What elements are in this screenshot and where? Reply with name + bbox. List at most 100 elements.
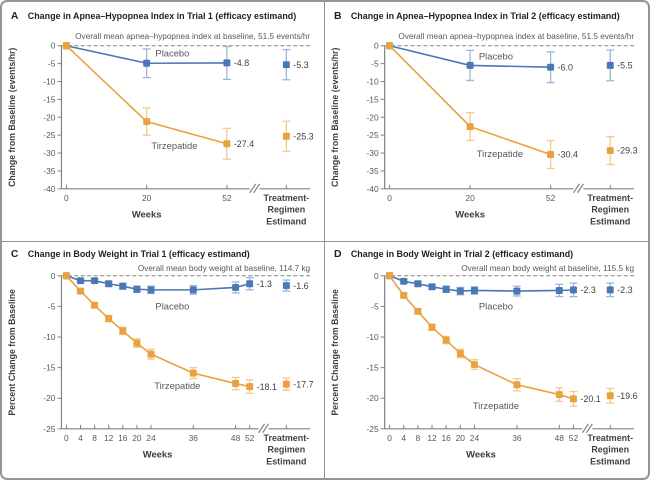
y-tick-label: -10 xyxy=(43,76,55,86)
data-point-marker xyxy=(143,118,151,126)
estimand-marker xyxy=(606,391,614,399)
data-point-marker xyxy=(189,285,197,293)
data-point-marker xyxy=(143,59,151,67)
y-tick-label: -10 xyxy=(366,332,379,342)
data-point-marker xyxy=(470,360,478,368)
series-placebo: -2.3 -2.3 Placebo xyxy=(386,271,633,312)
estimand-marker xyxy=(282,380,290,388)
data-point-marker xyxy=(547,63,555,71)
series-line xyxy=(65,274,250,387)
estimand-axis-label: Treatment- xyxy=(264,193,310,203)
panel-letter: D xyxy=(334,248,342,259)
baseline-note: Overall mean apnea–hypopnea index at bas… xyxy=(398,32,634,41)
series-label: Placebo xyxy=(479,52,513,63)
value-label: -20.1 xyxy=(580,394,600,404)
panel-letter: A xyxy=(11,11,19,22)
data-point-marker xyxy=(466,123,474,131)
panel-d: D Change in Body Weight in Trial 2 (effi… xyxy=(325,242,648,478)
estimand-axis-label: Treatment- xyxy=(587,432,633,442)
value-label: -1.3 xyxy=(257,278,272,288)
y-tick-label: -25 xyxy=(43,423,55,433)
data-point-marker xyxy=(91,276,99,284)
y-tick-label: -5 xyxy=(48,59,56,69)
x-tick-label: 12 xyxy=(104,432,114,442)
x-axis-label: Weeks xyxy=(466,449,496,460)
y-axis-label: Percent Change from Baseline xyxy=(7,288,17,415)
panel-title: Change in Apnea–Hypopnea Index in Trial … xyxy=(28,11,296,21)
estimand-axis-label: Regimen xyxy=(268,205,306,215)
panel-d-chart: D Change in Body Weight in Trial 2 (effi… xyxy=(330,248,638,466)
x-tick-label: 0 xyxy=(387,432,392,442)
axis-break-mark xyxy=(572,183,580,194)
data-point-marker xyxy=(513,287,521,295)
x-tick-label: 4 xyxy=(401,432,406,442)
estimand-axis-label: Treatment- xyxy=(264,432,310,442)
axis-break-mark xyxy=(258,423,266,433)
data-point-marker xyxy=(77,276,84,284)
panel-letter: C xyxy=(11,248,19,259)
value-label: -6.0 xyxy=(558,62,573,72)
estimand-marker xyxy=(606,61,614,69)
data-point-marker xyxy=(105,279,113,287)
series-label: Placebo xyxy=(479,301,513,312)
data-point-marker xyxy=(400,277,408,285)
y-tick-label: -25 xyxy=(366,423,379,433)
data-point-marker xyxy=(466,61,474,69)
panel-a: A Change in Apnea–Hypopnea Index in Tria… xyxy=(2,2,325,242)
y-tick-label: -5 xyxy=(371,59,379,69)
series-line xyxy=(388,274,574,400)
value-label: -18.1 xyxy=(257,381,277,391)
data-point-marker xyxy=(442,285,450,293)
x-tick-label: 16 xyxy=(441,432,451,442)
estimand-axis-label: Regimen xyxy=(591,205,629,215)
data-point-marker xyxy=(246,279,254,287)
plot-layer: 0 -5 -10 -15 -20 -25 -30 -35 -40 0 20 52 Treatment- R… xyxy=(43,41,313,227)
x-tick-label: 36 xyxy=(189,432,199,442)
panel-title: Change in Apnea–Hypopnea Index in Trial … xyxy=(351,11,620,21)
baseline-note: Overall mean body weight at baseline, 11… xyxy=(138,263,311,272)
data-point-marker xyxy=(232,283,240,291)
y-axis-label: Percent Change from Baseline xyxy=(330,288,340,415)
series-line xyxy=(66,274,250,291)
data-point-marker xyxy=(147,285,155,293)
x-tick-label: 24 xyxy=(146,432,156,442)
data-point-marker xyxy=(456,287,464,295)
y-tick-label: -40 xyxy=(43,184,55,194)
series-placebo: -4.8 -5.3 Placebo xyxy=(62,42,309,81)
data-point-marker xyxy=(223,140,231,148)
baseline-note: Overall mean body weight at baseline, 11… xyxy=(461,263,634,272)
value-label: -4.8 xyxy=(234,58,249,68)
y-tick-label: -15 xyxy=(366,362,379,372)
estimand-axis-label: Estimand xyxy=(590,456,630,466)
x-tick-label: 0 xyxy=(387,193,392,203)
data-point-marker xyxy=(414,279,422,287)
series-tirzepatide: -20.1 -19.6 Tirzepatide xyxy=(386,271,638,411)
data-point-marker xyxy=(77,287,84,295)
y-tick-label: -40 xyxy=(366,184,379,194)
axis-break-mark xyxy=(581,423,589,433)
series-line xyxy=(389,274,574,292)
panel-c-chart: C Change in Body Weight in Trial 1 (effi… xyxy=(7,248,314,466)
series-tirzepatide: -30.4 -29.3 Tirzepatide xyxy=(386,42,638,170)
x-tick-label: 20 xyxy=(142,193,152,203)
data-point-marker xyxy=(62,271,70,279)
x-tick-label: 16 xyxy=(118,432,128,442)
x-tick-label: 4 xyxy=(78,432,83,442)
y-tick-label: 0 xyxy=(374,270,379,280)
plot-layer: 0-5-10-15-20-250 4 8 12 16 20 24 36 48 52 Treatmen… xyxy=(366,270,637,466)
y-tick-label: -35 xyxy=(366,166,379,176)
y-tick-label: -10 xyxy=(43,331,55,341)
estimand-marker xyxy=(282,132,290,140)
series-label: Tirzepatide xyxy=(477,149,523,160)
panel-title: Change in Body Weight in Trial 1 (effica… xyxy=(28,248,250,258)
plot-layer: 0 -5 -10 -15 -20 -25 -30 -35 -40 0 20 52 Treatment- R… xyxy=(366,41,637,227)
data-point-marker xyxy=(386,271,394,279)
y-tick-label: -25 xyxy=(366,130,379,140)
x-tick-label: 52 xyxy=(546,193,556,203)
x-tick-label: 52 xyxy=(569,432,579,442)
y-tick-label: -15 xyxy=(366,94,379,104)
data-point-marker xyxy=(133,339,141,347)
data-point-marker xyxy=(119,282,127,290)
data-point-marker xyxy=(470,286,478,294)
